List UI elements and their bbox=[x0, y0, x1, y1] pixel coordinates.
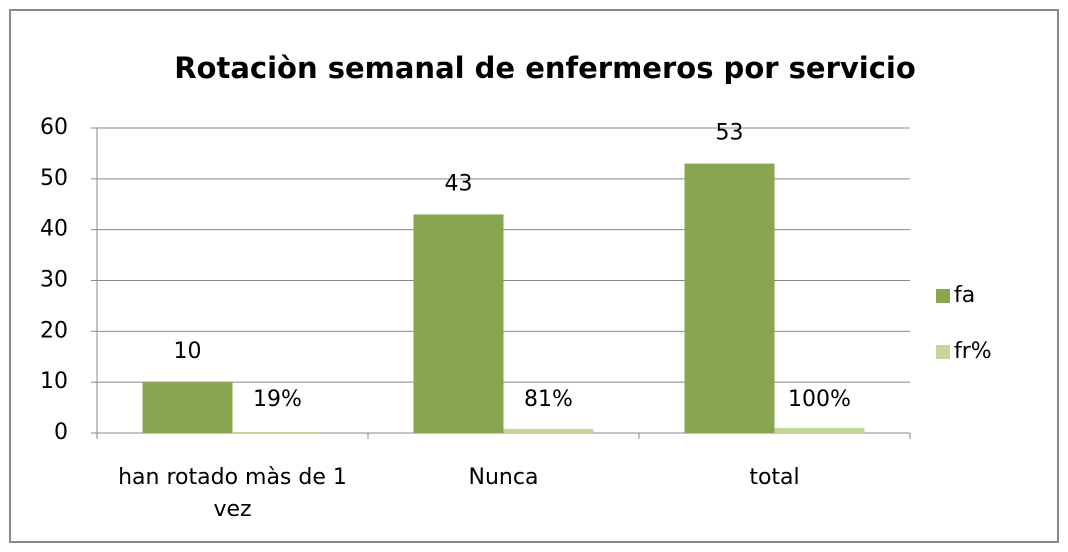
bar bbox=[774, 427, 865, 433]
data-label: 53 bbox=[716, 121, 744, 146]
x-tick-label: han rotado màs de 1 vez bbox=[118, 465, 347, 522]
y-tick-label: 20 bbox=[40, 318, 68, 343]
data-label: 43 bbox=[445, 171, 473, 196]
legend-swatch bbox=[936, 289, 950, 303]
data-label: 100% bbox=[788, 387, 851, 412]
legend-swatch bbox=[936, 345, 950, 359]
bar bbox=[684, 163, 775, 434]
y-tick-label: 0 bbox=[54, 420, 68, 445]
y-tick-label: 10 bbox=[40, 369, 68, 394]
chart-border bbox=[9, 9, 1059, 543]
legend-label: fa bbox=[954, 283, 975, 308]
chart-title: Rotaciòn semanal de enfermeros por servi… bbox=[174, 51, 916, 85]
y-tick-label: 40 bbox=[40, 217, 68, 242]
x-tick-label: total bbox=[749, 465, 800, 490]
y-tick-label: 50 bbox=[40, 166, 68, 191]
y-tick-label: 30 bbox=[40, 268, 68, 293]
bar bbox=[142, 382, 233, 433]
bar bbox=[503, 428, 594, 433]
legend-label: fr% bbox=[954, 339, 992, 364]
bar bbox=[413, 214, 504, 433]
data-label: 10 bbox=[174, 339, 202, 364]
data-label: 81% bbox=[524, 387, 573, 412]
data-label: 19% bbox=[253, 387, 302, 412]
y-tick-label: 60 bbox=[40, 115, 68, 140]
bar bbox=[232, 432, 323, 433]
x-tick-label: Nunca bbox=[468, 465, 539, 490]
